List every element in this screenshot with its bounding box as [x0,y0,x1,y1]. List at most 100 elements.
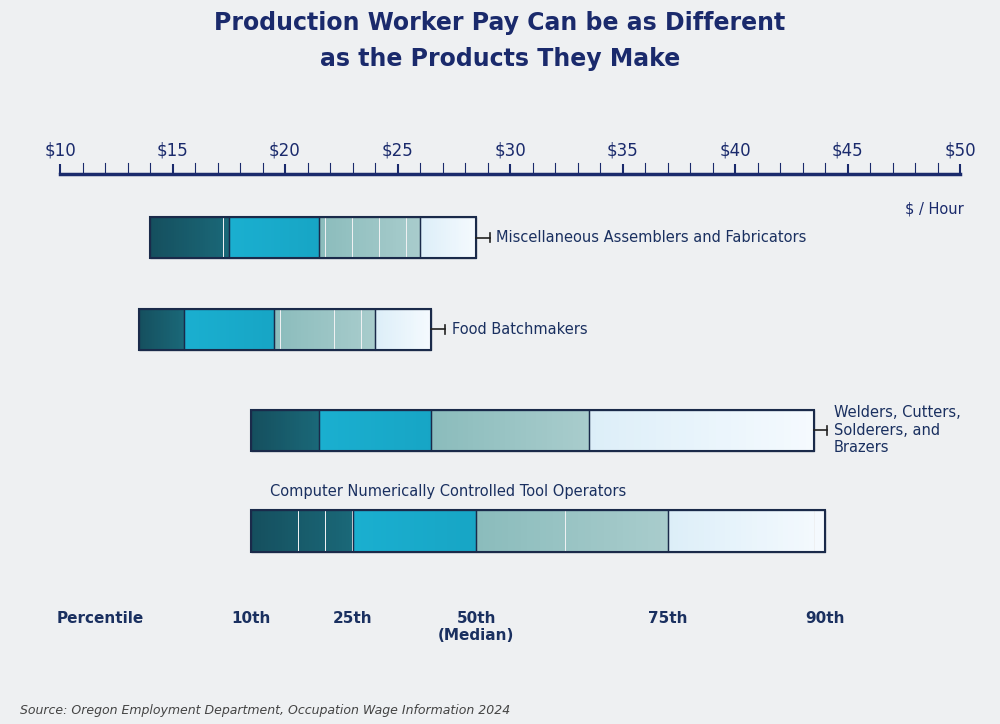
Bar [668,510,825,552]
Bar [626,410,634,451]
Bar [163,309,164,350]
Bar [271,309,274,350]
Bar [280,217,283,258]
Bar [151,309,152,350]
Bar [146,309,148,350]
Bar [648,510,655,552]
Bar [489,510,495,552]
Text: Production Worker Pay Can be as Different: Production Worker Pay Can be as Differen… [214,11,786,35]
Bar [208,309,211,350]
Bar [769,410,776,451]
Bar [214,309,217,350]
Bar [619,410,626,451]
Bar [661,510,668,552]
Bar [465,217,467,258]
Bar [363,217,366,258]
Bar [217,309,220,350]
Bar [342,217,346,258]
Bar [495,510,502,552]
Bar [585,510,591,552]
Bar [382,309,384,350]
Bar [189,217,192,258]
Bar [258,510,261,552]
Bar [178,309,179,350]
Bar [268,510,271,552]
Bar [426,309,428,350]
Bar [420,217,476,258]
Bar [746,410,754,451]
Bar [724,410,731,451]
Bar [299,410,301,451]
Bar [259,217,262,258]
Bar [456,217,458,258]
Bar [411,309,413,350]
Text: 90th: 90th [805,611,845,626]
Bar [788,510,794,552]
Bar [251,510,352,552]
Bar [381,309,382,350]
Bar [301,217,304,258]
Bar [424,309,426,350]
Bar [316,217,319,258]
Bar [448,217,450,258]
Bar [406,510,410,552]
Bar [235,217,238,258]
Bar [251,510,255,552]
Bar [483,510,489,552]
Bar [452,217,454,258]
Bar [526,410,531,451]
Bar [157,309,158,350]
Bar [308,410,310,451]
Bar [403,217,406,258]
Bar [336,510,339,552]
Bar [241,309,244,350]
Bar [377,510,381,552]
Bar [559,510,565,552]
Bar [355,309,358,350]
Bar [232,217,235,258]
Bar [791,410,799,451]
Bar [531,410,536,451]
Bar [283,217,286,258]
Bar [398,510,402,552]
Bar [143,309,145,350]
Bar [761,410,769,451]
Bar [275,510,278,552]
Bar [182,309,184,350]
Bar [456,510,460,552]
Bar [420,217,422,258]
Bar [155,309,157,350]
Bar [292,217,295,258]
Bar [762,510,767,552]
Bar [338,309,341,350]
Bar [316,410,319,451]
Bar [636,510,642,552]
Bar [155,217,158,258]
Bar [176,217,179,258]
Bar [686,410,694,451]
Bar [298,217,301,258]
Bar [604,510,610,552]
Bar [514,510,521,552]
Bar [258,410,260,451]
Bar [428,217,429,258]
Bar [314,410,317,451]
Bar [356,410,360,451]
Bar [515,410,520,451]
Bar [200,217,203,258]
Bar [296,410,299,451]
Text: Computer Numerically Controlled Tool Operators: Computer Numerically Controlled Tool Ope… [270,484,626,500]
Bar [241,217,244,258]
Bar [414,309,416,350]
Bar [362,309,365,350]
Bar [150,217,153,258]
Bar [287,309,291,350]
Bar [184,217,187,258]
Bar [589,410,814,451]
Bar [566,510,572,552]
Bar [479,410,484,451]
Bar [678,510,683,552]
Bar [741,510,746,552]
Bar [641,410,649,451]
Bar [736,510,741,552]
